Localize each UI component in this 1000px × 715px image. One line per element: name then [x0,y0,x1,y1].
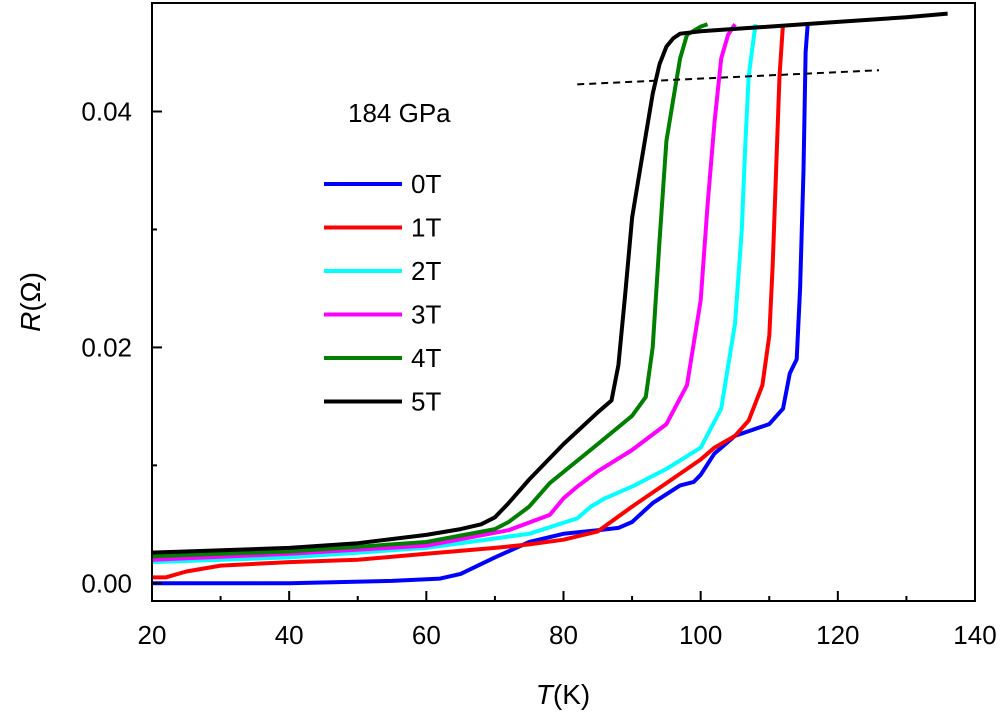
y-axis-symbol: R [15,312,46,332]
dashed-guide-line [577,69,880,86]
plot-lines [151,11,948,586]
x-tick-label: 100 [679,620,722,650]
x-tick-label: 40 [275,620,304,650]
legend-label-0T: 0T [411,169,441,199]
legend-label-5T: 5T [411,387,441,417]
y-tick-label: 0.00 [81,568,132,598]
series-line-2T [151,23,758,565]
x-tick-label: 120 [816,620,859,650]
legend-label-1T: 1T [411,213,441,243]
x-axis-unit: (K) [553,679,590,710]
x-tick-label: 80 [549,620,578,650]
y-axis-unit: (Ω) [15,272,46,312]
x-tick-label: 60 [412,620,441,650]
y-tick-label: 0.02 [81,332,132,362]
axis-ticks: 20 40 60 80 100 120 140 0.00 0.02 0.04 [81,97,996,650]
x-axis-title: T(K) [536,679,590,710]
legend-label-2T: 2T [411,256,441,286]
x-tick-label: 20 [138,620,167,650]
y-tick-label: 0.04 [81,97,132,127]
legend-label-3T: 3T [411,300,441,330]
legend: 0T 1T 2T 3T 4T 5T [324,169,441,417]
legend-label-4T: 4T [411,343,441,373]
series-line-1T [152,24,785,580]
y-axis-title: R(Ω) [15,272,46,332]
annotation-pressure: 184 GPa [348,98,451,128]
x-axis-symbol: T [536,679,555,710]
series-line-3T [151,23,737,562]
series-line-0T [152,24,810,586]
series-line-5T [151,11,948,555]
series-line-4T [151,22,709,559]
x-tick-label: 140 [953,620,996,650]
plot-frame [151,2,976,602]
